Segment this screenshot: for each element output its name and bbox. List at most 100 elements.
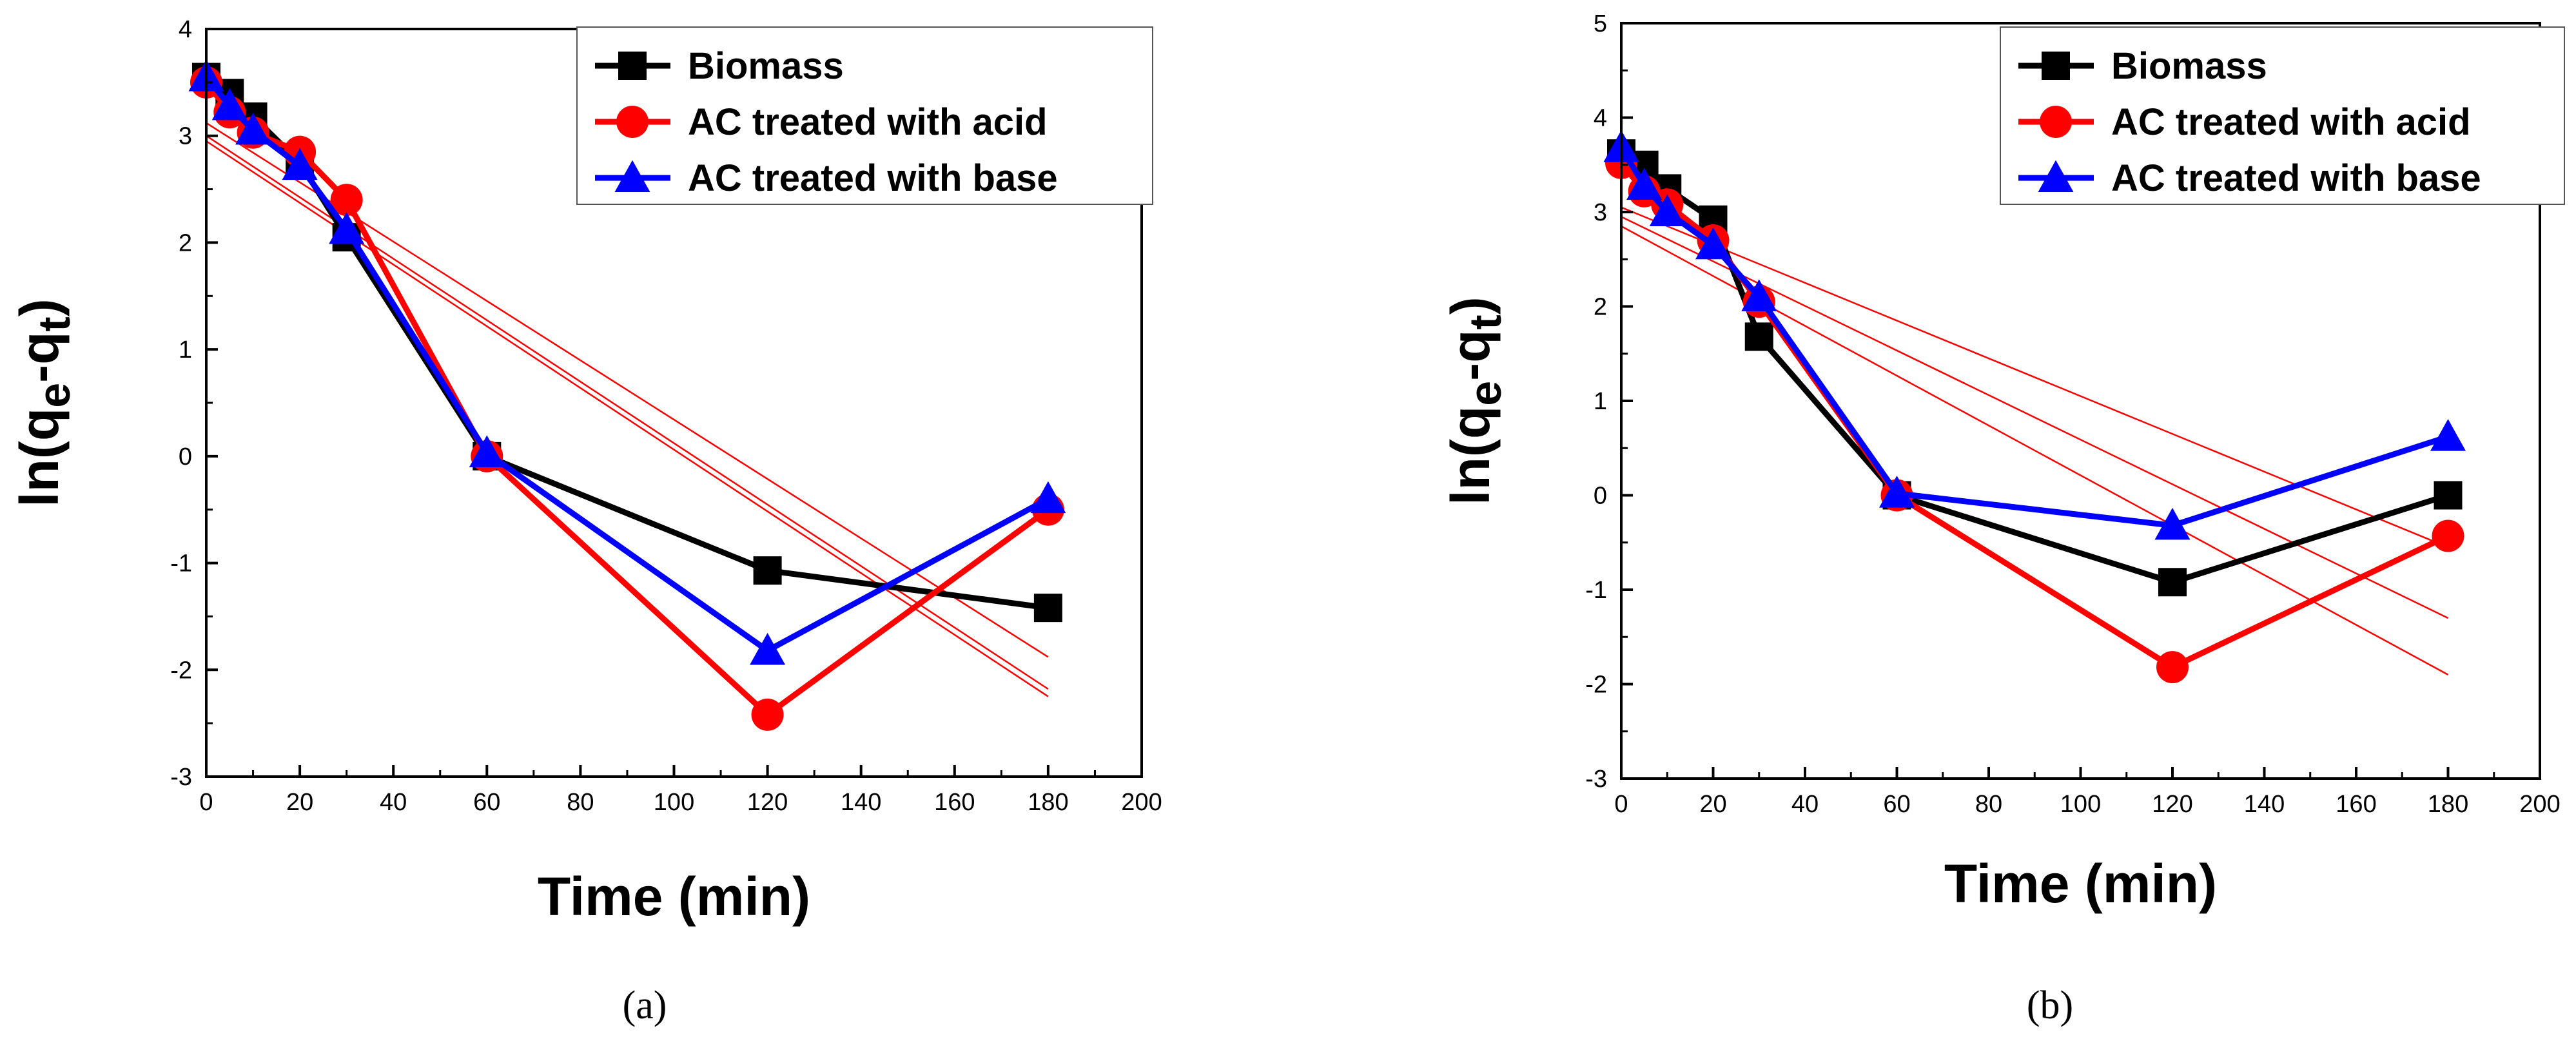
legend-item: Biomass bbox=[2018, 45, 2267, 87]
data-point bbox=[1030, 481, 1066, 514]
y-tick-label: -1 bbox=[170, 550, 192, 577]
legend-item: AC treated with base bbox=[595, 157, 1058, 199]
series-ac-treated-with-base bbox=[1603, 130, 2466, 540]
y-tick-label: -3 bbox=[1585, 766, 1607, 793]
legend-label: AC treated with acid bbox=[688, 101, 1048, 143]
x-tick-label: 60 bbox=[473, 789, 500, 816]
y-tick-label: 3 bbox=[179, 123, 192, 150]
x-tick-label: 20 bbox=[1699, 791, 1726, 818]
y-axis-title: ln(qe-qt) bbox=[9, 298, 79, 507]
x-tick-label: 120 bbox=[2152, 791, 2192, 818]
series-layer bbox=[188, 59, 1066, 731]
series-ac-treated-with-acid bbox=[1605, 146, 2464, 684]
data-point bbox=[2156, 651, 2189, 684]
data-point bbox=[751, 698, 784, 731]
legend-label: Biomass bbox=[688, 45, 844, 87]
y-tick-label: 2 bbox=[179, 229, 192, 257]
y-tick-label: 4 bbox=[179, 16, 192, 43]
data-point bbox=[1649, 194, 1685, 226]
y-tick-label: 4 bbox=[1594, 105, 1607, 132]
data-point bbox=[750, 632, 786, 665]
data-point bbox=[329, 212, 365, 244]
x-tick-label: 0 bbox=[199, 789, 213, 816]
data-point bbox=[1879, 476, 1915, 508]
y-tick-label: 0 bbox=[1594, 483, 1607, 510]
y-tick-label: -2 bbox=[1585, 672, 1607, 699]
chart-panel-b: 0 20 40 60 80 100 120 140 160 180 200-3-2-1012345 … bbox=[1440, 10, 2565, 1027]
legend-marker bbox=[2038, 160, 2074, 192]
x-tick-label: 40 bbox=[380, 789, 407, 816]
y-tick-label: 1 bbox=[179, 336, 192, 363]
x-tick-label: 140 bbox=[841, 789, 881, 816]
y-tick-label: 3 bbox=[1594, 199, 1607, 226]
series-biomass bbox=[1607, 139, 2463, 597]
data-point bbox=[1695, 227, 1731, 260]
data-point bbox=[235, 112, 271, 145]
x-tick-label: 20 bbox=[286, 789, 313, 816]
legend-marker bbox=[2042, 52, 2070, 80]
x-tick-label: 160 bbox=[2336, 791, 2376, 818]
y-tick-label: 5 bbox=[1594, 10, 1607, 37]
legend-label: AC treated with acid bbox=[2111, 101, 2471, 143]
legend-label: AC treated with base bbox=[688, 157, 1058, 199]
data-point bbox=[753, 556, 782, 585]
x-tick-label: 60 bbox=[1883, 791, 1910, 818]
x-tick-label: 160 bbox=[934, 789, 975, 816]
series-line bbox=[1619, 160, 2450, 670]
data-point bbox=[1033, 594, 1062, 623]
legend-label: Biomass bbox=[2111, 45, 2267, 87]
axis-ticks: 0 20 40 60 80 100 120 140 160 180 200 -3 -2 -1 0 1 2 3 4 5 bbox=[1585, 10, 2561, 818]
legend-item: AC treated with acid bbox=[2018, 101, 2471, 143]
data-point bbox=[2158, 568, 2187, 597]
y-tick-label: 0 bbox=[179, 443, 192, 470]
data-point bbox=[2154, 507, 2191, 540]
x-tick-label: 180 bbox=[1028, 789, 1068, 816]
y-tick-label: 2 bbox=[1594, 294, 1607, 321]
legend-item: AC treated with acid bbox=[595, 101, 1048, 143]
y-tick-label: -2 bbox=[170, 657, 192, 684]
panel-label: (a) bbox=[623, 984, 667, 1027]
series-line bbox=[1620, 151, 2449, 585]
x-axis-title: Time (min) bbox=[538, 866, 810, 927]
y-tick-label: -3 bbox=[170, 764, 192, 791]
data-point bbox=[2432, 519, 2464, 552]
legend-item: AC treated with base bbox=[2018, 157, 2481, 199]
legend-item: Biomass bbox=[595, 45, 844, 87]
x-tick-label: 80 bbox=[567, 789, 594, 816]
data-point bbox=[211, 88, 248, 121]
legend: Biomass AC treated with acid AC treated wi… bbox=[2000, 26, 2565, 205]
legend-box bbox=[2000, 26, 2565, 205]
data-point bbox=[282, 148, 318, 180]
x-tick-label: 0 bbox=[1614, 791, 1628, 818]
y-axis-title: ln(qe-qt) bbox=[1440, 296, 1510, 505]
x-axis-title: Time (min) bbox=[1944, 853, 2217, 914]
x-tick-label: 120 bbox=[747, 789, 788, 816]
legend: Biomass AC treated with acid AC treated wi… bbox=[576, 26, 1153, 205]
legend-marker bbox=[616, 106, 649, 138]
data-point bbox=[2430, 419, 2466, 451]
panel-label: (b) bbox=[2027, 984, 2073, 1027]
x-tick-label: 100 bbox=[654, 789, 694, 816]
data-point bbox=[469, 435, 505, 467]
fit-line-2 bbox=[1621, 216, 2449, 619]
x-tick-label: 200 bbox=[1121, 789, 1162, 816]
data-point bbox=[1626, 168, 1663, 200]
x-tick-label: 200 bbox=[2519, 791, 2560, 818]
y-tick-label: 1 bbox=[1594, 388, 1607, 415]
data-point bbox=[1744, 322, 1773, 351]
legend-marker bbox=[614, 160, 650, 192]
y-tick-label: -1 bbox=[1585, 577, 1607, 604]
data-point bbox=[2434, 481, 2463, 510]
x-tick-label: 40 bbox=[1791, 791, 1819, 818]
series-ac-treated-with-base bbox=[188, 59, 1066, 665]
legend-label: AC treated with base bbox=[2111, 157, 2481, 199]
x-tick-label: 140 bbox=[2244, 791, 2285, 818]
axis-ticks: 0 20 40 60 80 100 120 140 160 180 200 -3 -2 -1 0 1 2 3 4 bbox=[170, 16, 1162, 816]
legend-box bbox=[576, 26, 1153, 205]
series-layer bbox=[1603, 130, 2466, 684]
legend-marker bbox=[618, 52, 647, 80]
fit-line-1 bbox=[1621, 206, 2448, 548]
data-point bbox=[1741, 279, 1777, 311]
chart-panel-a: 0 20 40 60 80 100 120 140 160 180 200 -3 -2 -1 0 1 2 3 4 T… bbox=[9, 16, 1162, 1027]
